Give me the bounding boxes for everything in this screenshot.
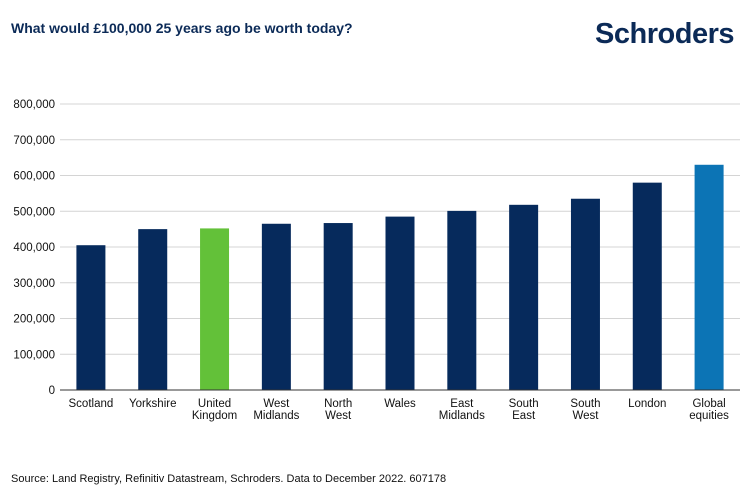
x-tick-label: London (628, 398, 666, 410)
bars (76, 164, 724, 390)
x-tick-label: United Kingdom (192, 398, 237, 422)
x-tick-label: West Midlands (253, 398, 299, 422)
x-tick-label: Global equities (689, 398, 729, 422)
bar-wales (385, 216, 415, 390)
bar-west-midlands (261, 223, 291, 390)
x-tick-label: South East (509, 398, 539, 422)
bar-global-equities (694, 164, 724, 390)
bar-london (632, 182, 662, 390)
schroders-logo: Schroders (595, 18, 734, 50)
bar-south-west (570, 198, 600, 390)
x-tick-label: Scotland (69, 398, 114, 410)
y-tick-label: 700,000 (13, 135, 55, 147)
y-tick-label: 500,000 (13, 206, 55, 218)
x-tick-label: East Midlands (439, 398, 485, 422)
x-tick-label: Wales (384, 398, 416, 410)
bar-yorkshire (138, 229, 168, 390)
y-tick-label: 100,000 (13, 349, 55, 361)
y-tick-label: 400,000 (13, 242, 55, 254)
bar-united-kingdom (200, 228, 230, 390)
chart-title: What would £100,000 25 years ago be wort… (11, 20, 353, 36)
y-tick-label: 800,000 (13, 99, 55, 111)
x-tick-label: North West (324, 398, 352, 422)
bar-south-east (509, 204, 539, 390)
y-tick-label: 0 (49, 385, 55, 397)
x-axis-ticks: Scotland Yorkshire United Kingdom West Midlan… (69, 398, 730, 422)
y-tick-label: 300,000 (13, 278, 55, 290)
x-tick-label: South West (570, 398, 600, 422)
y-tick-label: 600,000 (13, 171, 55, 183)
x-tick-label: Yorkshire (129, 398, 177, 410)
y-axis-ticks: 0 100,000 200,000 300,000 400,000 500,000 600,… (13, 99, 55, 397)
y-tick-label: 200,000 (13, 314, 55, 326)
bar-scotland (76, 245, 106, 390)
bar-east-midlands (447, 210, 477, 390)
bar-north-west (323, 223, 353, 390)
source-note: Source: Land Registry, Refinitiv Datastr… (11, 473, 447, 485)
